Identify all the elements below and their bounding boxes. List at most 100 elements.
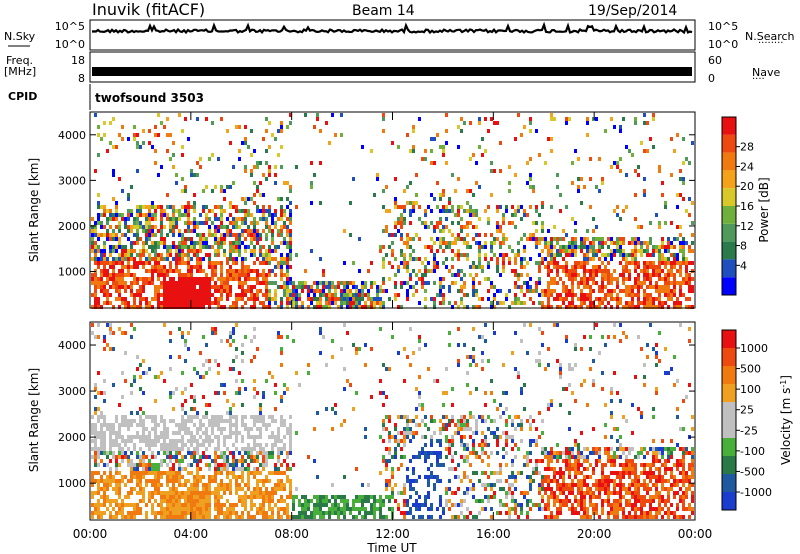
heatmap-cell [520, 387, 523, 391]
heatmap-cell [472, 415, 475, 419]
heatmap-cell [406, 419, 409, 423]
heatmap-cell [325, 495, 328, 499]
heatmap-cell [286, 503, 289, 507]
heatmap-cell [667, 269, 670, 273]
heatmap-cell [226, 471, 229, 475]
heatmap-cell [136, 277, 139, 281]
heatmap-cell [382, 455, 385, 459]
heatmap-cell [136, 229, 139, 233]
heatmap-cell [175, 281, 178, 285]
heatmap-cell [112, 197, 115, 201]
heatmap-cell [448, 487, 451, 491]
heatmap-cell [256, 467, 259, 471]
heatmap-cell [193, 491, 196, 495]
heatmap-cell [229, 503, 232, 507]
heatmap-cell [172, 503, 175, 507]
heatmap-cell [223, 233, 226, 237]
heatmap-cell [205, 289, 208, 293]
heatmap-cell [253, 269, 256, 273]
heatmap-cell [157, 257, 160, 261]
heatmap-cell [154, 269, 157, 273]
heatmap-cell [232, 455, 235, 459]
heatmap-cell [250, 253, 253, 257]
heatmap-cell [250, 129, 253, 133]
heatmap-cell [325, 281, 328, 285]
heatmap-cell [529, 129, 532, 133]
heatmap-cell [187, 415, 190, 419]
heatmap-cell [361, 305, 364, 309]
heatmap-cell [241, 141, 244, 145]
heatmap-cell [634, 305, 637, 309]
heatmap-cell [433, 419, 436, 423]
heatmap-cell [469, 415, 472, 419]
heatmap-cell [157, 511, 160, 515]
heatmap-cell [676, 225, 679, 229]
heatmap-cell [538, 351, 541, 355]
heatmap-cell [331, 407, 334, 411]
heatmap-cell [397, 293, 400, 297]
heatmap-cell [382, 391, 385, 395]
heatmap-cell [343, 495, 346, 499]
heatmap-cell [346, 379, 349, 383]
heatmap-cell [241, 351, 244, 355]
heatmap-cell [115, 237, 118, 241]
heatmap-cell [574, 265, 577, 269]
heatmap-cell [502, 241, 505, 245]
heatmap-cell [652, 245, 655, 249]
heatmap-cell [322, 305, 325, 309]
heatmap-cell [100, 427, 103, 431]
heatmap-cell [556, 269, 559, 273]
heatmap-cell [676, 269, 679, 273]
heatmap-cell [529, 507, 532, 511]
heatmap-cell [391, 507, 394, 511]
heatmap-cell [412, 209, 415, 213]
heatmap-cell [271, 281, 274, 285]
heatmap-cell [127, 249, 130, 253]
heatmap-cell [226, 447, 229, 451]
heatmap-cell [658, 269, 661, 273]
heatmap-cell [643, 289, 646, 293]
heatmap-cell [382, 129, 385, 133]
heatmap-cell [334, 297, 337, 301]
heatmap-cell [244, 273, 247, 277]
heatmap-cell [664, 201, 667, 205]
heatmap-cell [280, 419, 283, 423]
heatmap-cell [676, 281, 679, 285]
heatmap-cell [226, 499, 229, 503]
heatmap-cell [274, 249, 277, 253]
heatmap-cell [172, 229, 175, 233]
heatmap-cell [232, 331, 235, 335]
heatmap-cell [394, 177, 397, 181]
heatmap-cell [448, 423, 451, 427]
heatmap-cell [664, 265, 667, 269]
heatmap-cell [550, 269, 553, 273]
heatmap-cell [352, 261, 355, 265]
heatmap-cell [217, 415, 220, 419]
heatmap-cell [214, 479, 217, 483]
heatmap-cell [484, 435, 487, 439]
heatmap-cell [418, 347, 421, 351]
heatmap-cell [166, 447, 169, 451]
heatmap-cell [664, 285, 667, 289]
heatmap-cell [601, 245, 604, 249]
heatmap-cell [202, 451, 205, 455]
heatmap-cell [421, 285, 424, 289]
heatmap-cell [169, 447, 172, 451]
heatmap-cell [499, 205, 502, 209]
heatmap-cell [265, 487, 268, 491]
heatmap-cell [238, 451, 241, 455]
heatmap-cell [565, 253, 568, 257]
heatmap-cell [649, 301, 652, 305]
heatmap-cell [616, 285, 619, 289]
heatmap-cell [502, 269, 505, 273]
heatmap-cell [394, 451, 397, 455]
heatmap-cell [508, 305, 511, 309]
heatmap-cell [154, 213, 157, 217]
heatmap-cell [184, 305, 187, 309]
heatmap-cell [241, 503, 244, 507]
heatmap-cell [142, 129, 145, 133]
heatmap-cell [655, 213, 658, 217]
heatmap-cell [235, 419, 238, 423]
heatmap-cell [451, 455, 454, 459]
heatmap-cell [466, 419, 469, 423]
